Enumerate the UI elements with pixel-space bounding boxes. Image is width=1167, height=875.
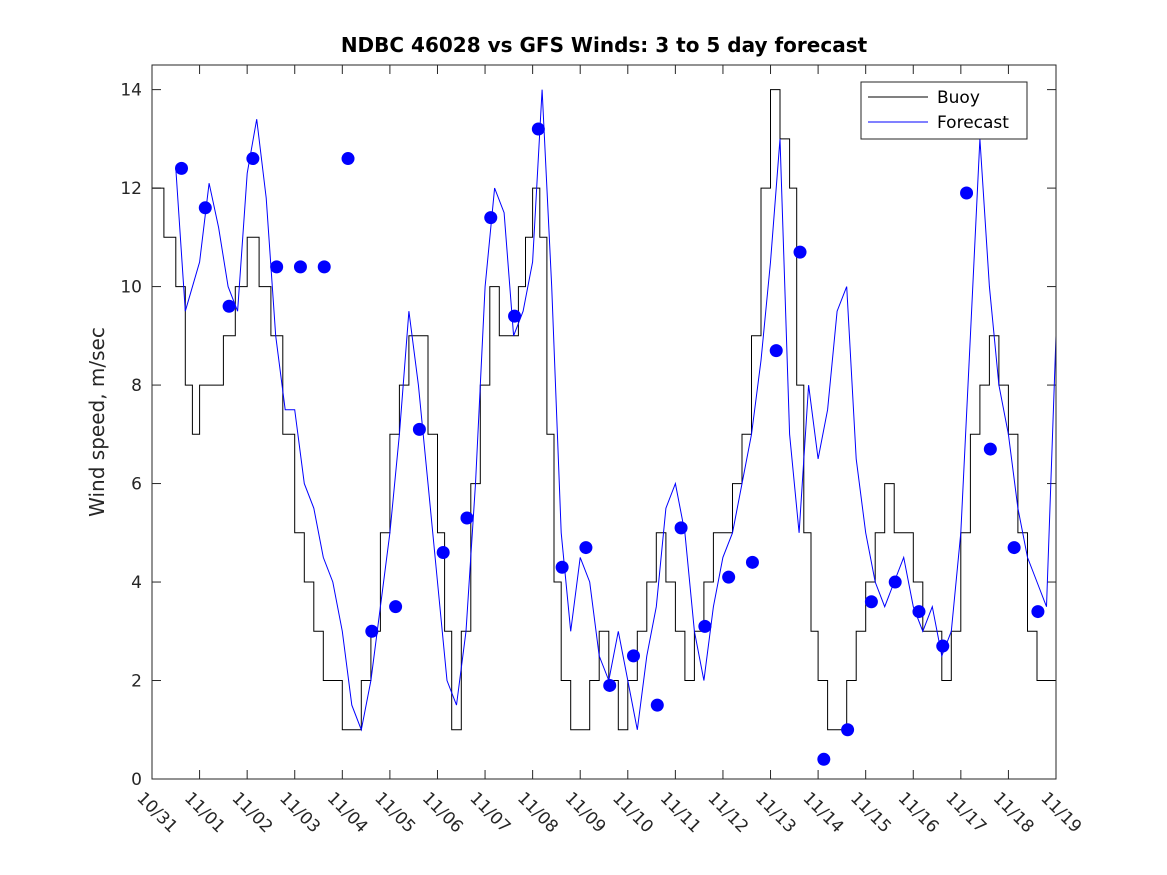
y-tick-label: 6 bbox=[131, 475, 142, 495]
legend-box bbox=[860, 81, 1028, 140]
forecast-point bbox=[864, 595, 878, 609]
forecast-point bbox=[365, 624, 379, 638]
forecast-point bbox=[983, 442, 997, 456]
legend: Buoy Forecast bbox=[860, 81, 1028, 140]
forecast-point bbox=[650, 698, 664, 712]
forecast-point bbox=[793, 245, 807, 259]
forecast-point bbox=[1031, 605, 1045, 619]
forecast-point bbox=[626, 649, 640, 663]
forecast-point bbox=[817, 752, 831, 766]
y-tick-label: 10 bbox=[120, 278, 142, 298]
y-axis-ticks: 0 2 4 6 8 10 12 14 bbox=[120, 81, 1056, 790]
forecast-point bbox=[174, 161, 188, 175]
forecast-point bbox=[484, 211, 498, 225]
forecast-point bbox=[579, 541, 593, 555]
forecast-point bbox=[436, 545, 450, 559]
forecast-markers bbox=[174, 122, 1045, 766]
y-tick-label: 14 bbox=[120, 81, 142, 101]
forecast-point bbox=[674, 521, 688, 535]
forecast-point bbox=[270, 260, 284, 274]
y-tick-label: 0 bbox=[131, 770, 142, 790]
forecast-point bbox=[460, 511, 474, 525]
plot-frame bbox=[151, 64, 1057, 780]
forecast-point bbox=[936, 639, 950, 653]
y-tick-label: 4 bbox=[131, 573, 142, 593]
forecast-point bbox=[555, 560, 569, 574]
y-axis-label: Wind speed, m/sec bbox=[85, 327, 109, 517]
forecast-point bbox=[317, 260, 331, 274]
forecast-point bbox=[769, 344, 783, 358]
forecast-point bbox=[341, 152, 355, 166]
forecast-point bbox=[960, 186, 974, 200]
series-line-forecast bbox=[175, 89, 1057, 732]
forecast-point bbox=[603, 678, 617, 692]
forecast-point bbox=[293, 260, 307, 274]
forecast-point bbox=[698, 619, 712, 633]
forecast-point bbox=[722, 570, 736, 584]
forecast-point bbox=[888, 575, 902, 589]
forecast-point bbox=[389, 600, 403, 614]
forecast-point bbox=[198, 201, 212, 215]
forecast-point bbox=[912, 605, 926, 619]
chart-title: NDBC 46028 vs GFS Winds: 3 to 5 day fore… bbox=[341, 33, 868, 57]
forecast-point bbox=[531, 122, 545, 136]
forecast-point bbox=[412, 422, 426, 436]
forecast-point bbox=[841, 723, 855, 737]
legend-forecast-label: Forecast bbox=[937, 113, 1009, 133]
forecast-point bbox=[222, 299, 236, 313]
forecast-point bbox=[1007, 541, 1021, 555]
y-tick-label: 12 bbox=[120, 179, 142, 199]
forecast-point bbox=[246, 152, 260, 166]
y-tick-label: 2 bbox=[131, 672, 142, 692]
forecast-point bbox=[508, 309, 522, 323]
forecast-point bbox=[745, 555, 759, 569]
plot-area bbox=[152, 65, 1056, 779]
legend-buoy-label: Buoy bbox=[937, 88, 980, 108]
y-tick-label: 8 bbox=[131, 376, 142, 396]
